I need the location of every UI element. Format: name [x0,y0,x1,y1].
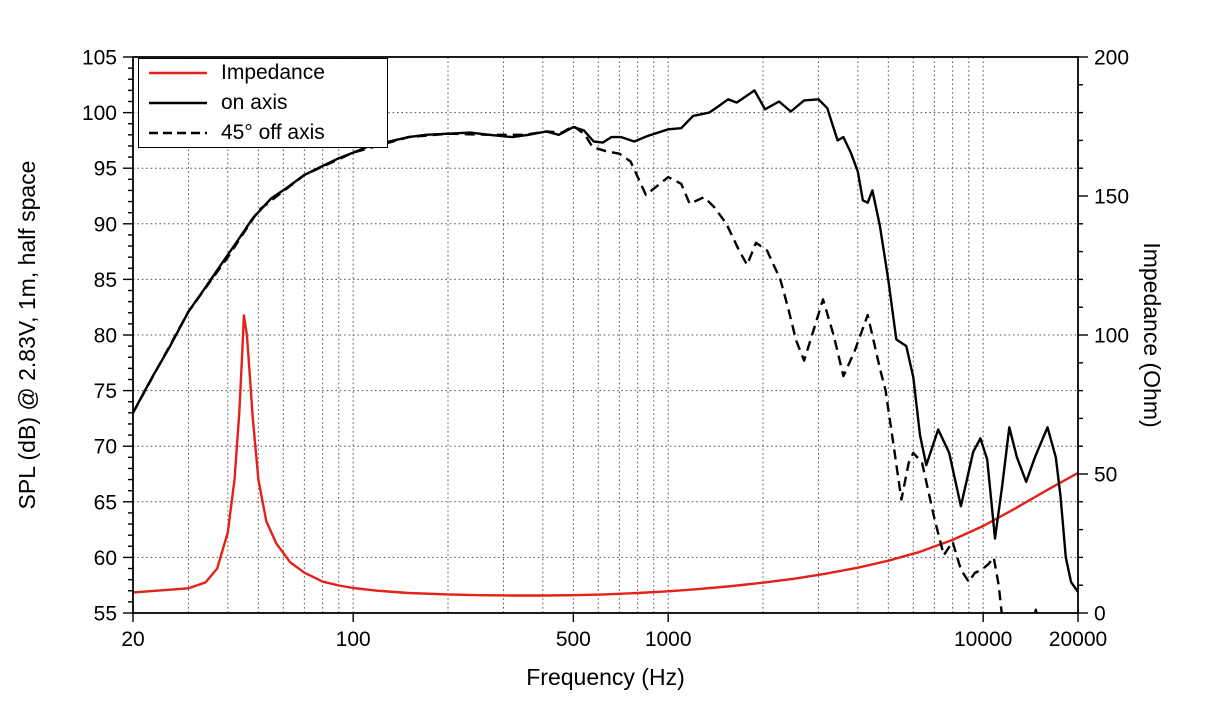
spl-tick-label: 105 [82,47,117,70]
curves [133,89,1078,613]
freq-tick-label: 20 [121,628,144,651]
y-axis-title-spl: SPL (dB) @ 2.83V, 1m, half space [14,160,40,510]
spl-tick-label: 85 [94,269,117,292]
legend-line-sample [149,64,207,82]
freq-tick-label: 20000 [1049,628,1107,651]
spl-tick-label: 65 [94,491,117,514]
spl-tick-label: 100 [82,102,117,125]
tick-labels: 55 60 65 70 75 80 85 90 95 100 105 0 50 100 150 200 20 10… [82,47,1129,652]
spl-tick-label: 75 [94,380,117,403]
legend-line-sample [149,94,207,112]
freq-tick-label: 100 [336,628,371,651]
spl-tick-label: 55 [94,603,117,626]
impedance-tick-label: 200 [1094,47,1129,70]
legend-item-45-off-axis: 45° off axis [149,120,387,146]
plot-frame [132,56,1079,614]
spl-tick-label: 90 [94,213,117,236]
y-axis-title-impedance: Impedance (Ohm) [1139,242,1165,428]
gridlines [133,57,1078,613]
impedance-tick-label: 50 [1094,464,1117,487]
legend-label: Impedance [221,61,325,84]
impedance-tick-label: 150 [1094,186,1129,209]
x-axis-title: Frequency (Hz) [526,664,685,690]
spl-tick-label: 60 [94,547,117,570]
legend-label: on axis [221,91,288,114]
legend-line-sample [149,124,207,142]
freq-tick-label: 500 [556,628,591,651]
spl-tick-label: 70 [94,436,117,459]
curve-on-axis [133,89,1078,593]
legend: Impedance on axis 45° off axis [138,58,388,148]
freq-tick-label: 10000 [954,628,1012,651]
spl-tick-label: 95 [94,158,117,181]
impedance-tick-label: 0 [1094,603,1106,626]
curve-impedance [133,314,1078,597]
legend-item-impedance: Impedance [149,60,387,86]
legend-label: 45° off axis [221,121,325,144]
legend-item-on-axis: on axis [149,90,387,116]
impedance-tick-label: 100 [1094,325,1129,348]
freq-tick-label: 1000 [645,628,692,651]
spl-tick-label: 80 [94,325,117,348]
